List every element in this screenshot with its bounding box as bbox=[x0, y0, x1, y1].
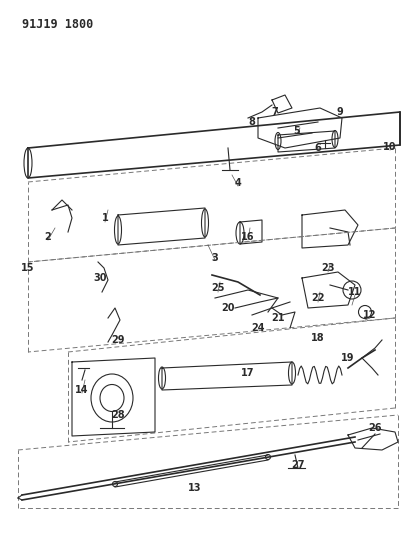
Text: 7: 7 bbox=[272, 107, 278, 117]
Text: 18: 18 bbox=[311, 333, 325, 343]
Text: 21: 21 bbox=[271, 313, 285, 323]
Text: 17: 17 bbox=[241, 368, 255, 378]
Text: 28: 28 bbox=[111, 410, 125, 420]
Text: 2: 2 bbox=[45, 232, 51, 242]
Text: 10: 10 bbox=[383, 142, 397, 152]
Text: 22: 22 bbox=[311, 293, 325, 303]
Text: 25: 25 bbox=[211, 283, 225, 293]
Text: 15: 15 bbox=[21, 263, 35, 273]
Text: 91J19 1800: 91J19 1800 bbox=[22, 18, 93, 31]
Text: 3: 3 bbox=[212, 253, 218, 263]
Text: 12: 12 bbox=[363, 310, 377, 320]
Text: 29: 29 bbox=[111, 335, 125, 345]
Text: 4: 4 bbox=[235, 178, 241, 188]
Text: 24: 24 bbox=[251, 323, 265, 333]
Text: 13: 13 bbox=[188, 483, 202, 493]
Text: 14: 14 bbox=[75, 385, 89, 395]
Text: 8: 8 bbox=[249, 117, 256, 127]
Text: 23: 23 bbox=[321, 263, 335, 273]
Text: 6: 6 bbox=[315, 143, 321, 153]
Text: 30: 30 bbox=[93, 273, 107, 283]
Text: 11: 11 bbox=[348, 287, 362, 297]
Text: 20: 20 bbox=[221, 303, 235, 313]
Text: 9: 9 bbox=[337, 107, 343, 117]
Text: 1: 1 bbox=[102, 213, 109, 223]
Text: 26: 26 bbox=[368, 423, 382, 433]
Text: 27: 27 bbox=[291, 460, 305, 470]
Text: 19: 19 bbox=[341, 353, 355, 363]
Text: 5: 5 bbox=[293, 126, 300, 136]
Text: 16: 16 bbox=[241, 232, 255, 242]
